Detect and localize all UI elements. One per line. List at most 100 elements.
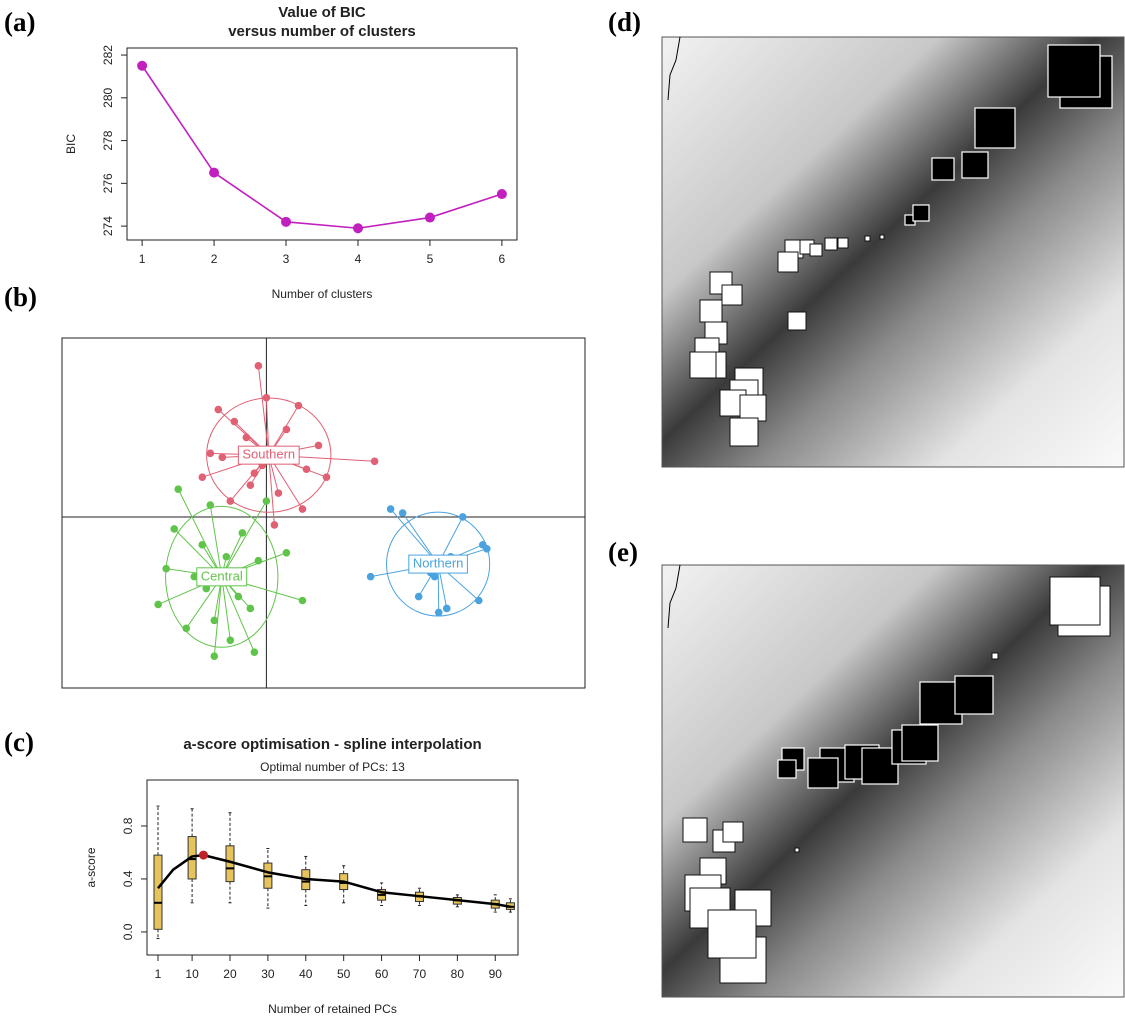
- y-axis-label: BIC: [64, 134, 78, 154]
- y-tick-label: 278: [101, 130, 115, 150]
- x-tick-label: 20: [223, 967, 237, 981]
- box: [154, 855, 162, 929]
- x-tick-label: 5: [427, 252, 434, 266]
- point: [475, 597, 483, 605]
- point: [239, 529, 247, 537]
- plot-frame: [127, 48, 517, 240]
- x-axis-label: Number of retained PCs: [268, 1002, 397, 1016]
- y-tick-label: 276: [101, 173, 115, 193]
- point: [315, 442, 323, 450]
- x-tick-label: 4: [355, 252, 362, 266]
- map-d: [662, 37, 1124, 467]
- point: [479, 541, 487, 549]
- point: [210, 617, 218, 625]
- x-axis-label: Number of clusters: [272, 287, 373, 301]
- point: [182, 625, 190, 633]
- x-tick-label: 30: [261, 967, 275, 981]
- x-tick-label: 50: [337, 967, 351, 981]
- point: [367, 573, 375, 581]
- point: [371, 457, 379, 465]
- point: [415, 593, 423, 601]
- point: [295, 402, 303, 410]
- point: [281, 217, 291, 227]
- point: [223, 553, 231, 561]
- x-tick-label: 90: [489, 967, 503, 981]
- plot-frame: [62, 338, 585, 688]
- line: [142, 66, 502, 228]
- y-tick-label: 0.0: [121, 923, 135, 940]
- point: [255, 557, 263, 565]
- x-tick-label: 70: [413, 967, 427, 981]
- chart-title: versus number of clusters: [228, 23, 416, 40]
- map-e: [662, 565, 1124, 997]
- point: [271, 521, 279, 529]
- point: [247, 481, 255, 489]
- point: [399, 509, 407, 517]
- point: [299, 597, 307, 605]
- x-tick-label: 6: [499, 252, 506, 266]
- point: [231, 418, 239, 426]
- x-tick-label: 60: [375, 967, 389, 981]
- point: [235, 593, 243, 601]
- point: [387, 505, 395, 513]
- panel-label: (e): [608, 537, 638, 567]
- plot-frame: [147, 780, 518, 955]
- chart-title: a-score optimisation - spline interpolat…: [183, 736, 481, 753]
- point: [170, 525, 178, 533]
- point: [209, 168, 219, 178]
- y-tick-label: 0.4: [121, 870, 135, 887]
- chart-title: Value of BIC: [278, 4, 366, 21]
- point: [154, 601, 162, 609]
- point: [425, 213, 435, 223]
- optimum-point: [199, 851, 208, 860]
- point: [206, 450, 214, 458]
- point: [219, 454, 227, 462]
- point: [497, 189, 507, 199]
- x-tick-label: 3: [283, 252, 290, 266]
- point: [214, 406, 222, 414]
- panel-label: (b): [4, 282, 37, 312]
- point: [210, 652, 218, 660]
- point: [247, 605, 255, 613]
- spline: [158, 855, 510, 907]
- point: [227, 636, 235, 644]
- point: [283, 426, 291, 434]
- cluster-label: Southern: [242, 447, 295, 462]
- chart-subtitle: Optimal number of PCs: 13: [260, 760, 405, 774]
- point: [137, 61, 147, 71]
- point: [299, 505, 307, 513]
- point: [323, 473, 331, 481]
- point: [263, 497, 271, 505]
- point: [459, 513, 467, 521]
- panel-label: (c): [4, 727, 34, 757]
- panel-label: (d): [608, 7, 641, 37]
- point: [251, 469, 259, 477]
- y-tick-label: 274: [101, 216, 115, 236]
- point: [243, 434, 251, 442]
- point: [255, 362, 263, 370]
- x-tick-label: 1: [155, 967, 162, 981]
- x-tick-label: 10: [185, 967, 199, 981]
- y-axis-label: a-score: [84, 847, 98, 887]
- point: [275, 489, 283, 497]
- point: [435, 609, 443, 617]
- point: [162, 565, 170, 573]
- point: [283, 549, 291, 557]
- y-tick-label: 0.8: [121, 817, 135, 834]
- y-tick-label: 282: [101, 45, 115, 65]
- x-tick-label: 1: [139, 252, 146, 266]
- x-tick-label: 40: [299, 967, 313, 981]
- cluster-label: Northern: [413, 556, 464, 571]
- point: [227, 497, 235, 505]
- point: [198, 473, 206, 481]
- figure: (a)123456274276278280282Number of cluste…: [0, 0, 1125, 1021]
- cluster-label: Central: [201, 568, 243, 583]
- y-tick-label: 280: [101, 87, 115, 107]
- point: [443, 605, 451, 613]
- x-tick-label: 80: [451, 967, 465, 981]
- point: [303, 465, 311, 473]
- point: [263, 394, 271, 402]
- point: [174, 485, 182, 493]
- panel-label: (a): [4, 7, 35, 37]
- point: [206, 501, 214, 509]
